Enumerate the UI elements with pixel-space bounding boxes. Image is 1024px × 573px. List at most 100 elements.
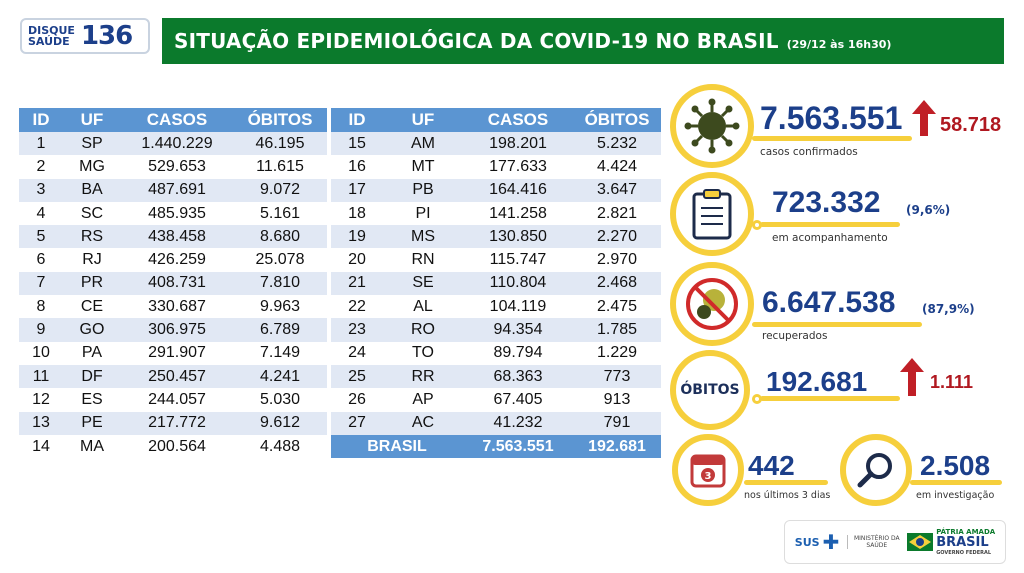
table-cell: RJ [82,251,102,269]
table-cell: 10 [32,344,50,362]
recovered-icon-circle [670,262,754,346]
table-cell: 485.935 [148,204,206,222]
table-cell: DF [63,364,121,389]
table-cell: 2.475 [596,297,638,315]
table-cell: 2.821 [596,204,638,222]
column-header: UF [383,108,463,132]
column-header: CASOS [121,108,233,132]
total-obitos: 192.681 [573,434,661,459]
states-table-right: ID UF CASOS ÓBITOS 15 AM 198.201 5.232 16 MT 177.… [331,108,661,459]
recovered-pct: (87,9%) [922,302,975,316]
table-cell: MS [383,225,463,249]
table-cell: MT [411,157,435,175]
table-row: 25 RR 68.363 773 [331,364,661,389]
table-cell: 11 [19,364,63,389]
table-row: 19 MS 130.850 2.270 [331,225,661,249]
table-cell: 94.354 [463,318,573,342]
table-row: 3 BA 487.691 9.072 [19,178,327,202]
last3days-line [744,480,828,485]
logo-saude-text: SAÚDE [28,35,70,48]
table-body-right: 15 AM 198.201 5.232 16 MT 177.633 4.424 17 PB 164.… [331,132,661,459]
table-row: 17 PB 164.416 3.647 [331,178,661,202]
table-row: 22 AL 104.119 2.475 [331,295,661,318]
investigation-line [910,480,1002,485]
table-cell: 19 [331,225,383,249]
table-cell: RR [383,364,463,389]
table-cell: 12 [32,390,50,408]
table-cell: 250.457 [121,364,233,389]
table-cell: 529.653 [148,157,206,175]
investigation-value: 2.508 [920,450,991,481]
table-cell: 200.564 [148,437,206,455]
recovered-line [752,322,922,327]
table-cell: AC [383,411,463,435]
table-cell: 26 [348,390,366,408]
table-cell: 27 [331,411,383,435]
table-cell: 18 [348,204,366,222]
table-cell: 1.229 [596,344,638,362]
table-cell: 104.119 [489,297,547,315]
table-cell: BA [63,178,121,202]
table-cell: 67.405 [493,390,543,408]
table-header-row: ID UF CASOS ÓBITOS [331,108,661,132]
table-row: 21 SE 110.804 2.468 [331,271,661,296]
table-cell: 913 [603,390,631,408]
table-cell: 9.612 [233,411,327,435]
table-cell: 3 [19,178,63,202]
table-row: 18 PI 141.258 2.821 [331,202,661,225]
deaths-circle: ÓBITOS [670,350,750,430]
table-cell: 22 [348,297,366,315]
table-cell: 426.259 [148,251,206,269]
last3days-icon-circle: 3 [672,434,744,506]
logo-disque-text: DISQUE [28,24,75,37]
table-cell: 7 [19,271,63,296]
column-header: ID [19,108,63,132]
table-header-row: ID UF CASOS ÓBITOS [19,108,327,132]
table-row: 8 CE 330.687 9.963 [19,295,327,318]
table-cell: 16 [348,157,366,175]
table-cell: MG [79,157,105,175]
no-virus-icon [686,278,738,330]
sus-logo: SUS ✚ [794,532,840,552]
monitoring-pct: (9,6%) [906,203,951,217]
table-cell: 89.794 [493,344,543,362]
table-cell: 115.747 [489,251,547,269]
report-date: (29/12 às 16h30) [786,37,892,51]
table-cell: 306.975 [121,318,233,342]
page-title: SITUAÇÃO EPIDEMIOLÓGICA DA COVID-19 NO B… [174,29,779,53]
table-cell: 2 [36,157,46,175]
recovered-label: recuperados [762,330,828,342]
ministry-line2: SAÚDE [866,542,888,549]
table-cell: 46.195 [233,132,327,156]
table-cell: 5.030 [259,390,301,408]
table-row: 5 RS 438.458 8.680 [19,225,327,249]
column-header: ÓBITOS [573,108,661,132]
table-cell: 14 [32,437,50,455]
last3days-value: 442 [748,450,795,481]
table-cell: TO [412,344,434,362]
table-cell: 438.458 [121,225,233,249]
table-cell: 217.772 [121,411,233,435]
table-cell: AP [412,390,434,408]
table-cell: 244.057 [148,390,206,408]
table-cell: 13 [19,411,63,435]
column-header: ID [331,108,383,132]
table-cell: RN [411,251,435,269]
table-cell: 21 [331,271,383,296]
sus-text: SUS [794,535,820,549]
table-cell: 408.731 [121,271,233,296]
table-row: 27 AC 41.232 791 [331,411,661,435]
table-cell: AM [383,132,463,156]
table-cell: PR [63,271,121,296]
last3days-label: nos últimos 3 dias [744,490,831,501]
table-cell: 5.232 [573,132,661,156]
table-row: 12 ES 244.057 5.030 [19,388,327,411]
table-cell: 773 [573,364,661,389]
table-cell: 791 [573,411,661,435]
table-row: 16 MT 177.633 4.424 [331,155,661,178]
table-cell: 9 [19,318,63,342]
table-cell: 3.647 [573,178,661,202]
table-cell: 198.201 [463,132,573,156]
table-cell: SE [383,271,463,296]
magnifier-icon [857,453,892,488]
